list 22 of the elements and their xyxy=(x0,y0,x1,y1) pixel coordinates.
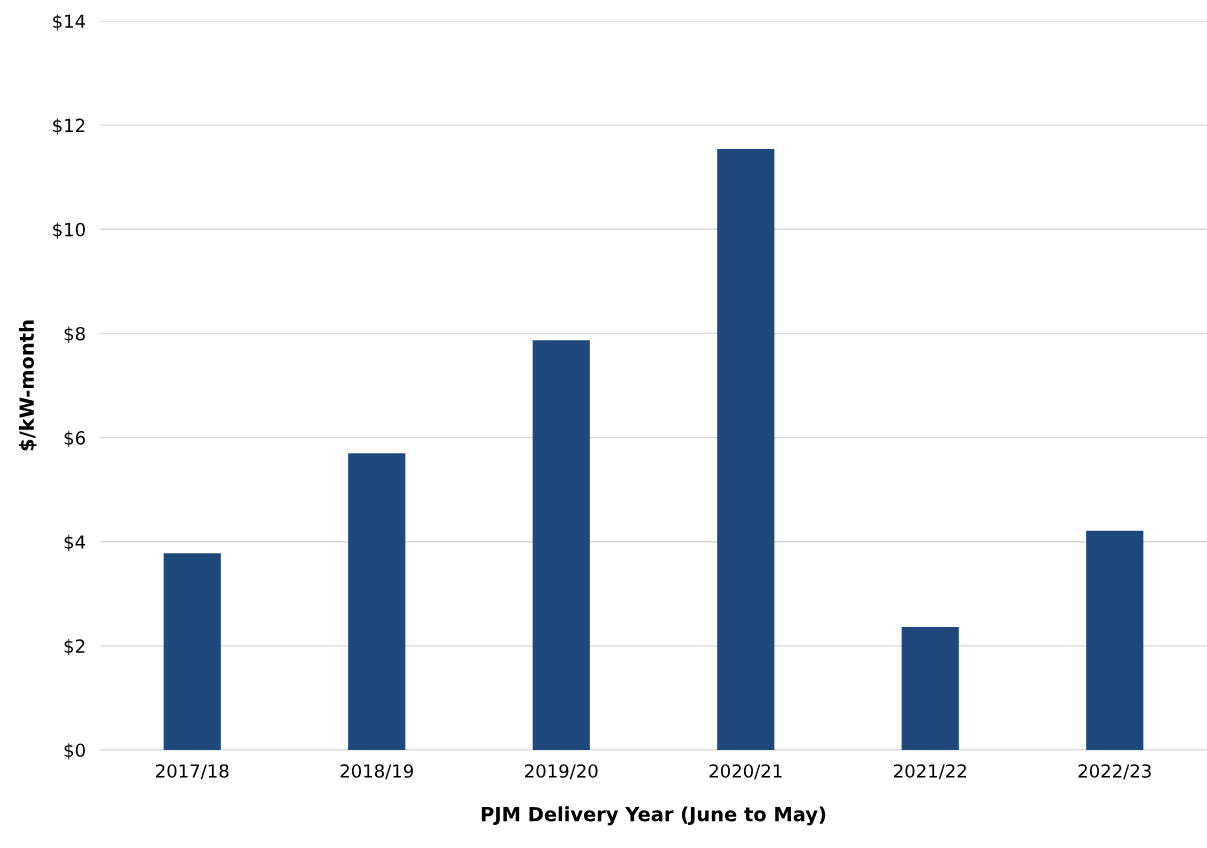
x-tick-label: 2022/23 xyxy=(1078,764,1151,780)
y-tick-label: $0 xyxy=(64,743,85,760)
bar xyxy=(1086,530,1144,750)
y-tick-label: $12 xyxy=(53,118,85,135)
x-tick-label: 2017/18 xyxy=(156,764,229,780)
x-tick-label: 2021/22 xyxy=(894,764,966,780)
x-tick-label: 2020/21 xyxy=(709,764,782,780)
x-tick-label: 2018/19 xyxy=(340,764,413,780)
y-tick-label: $6 xyxy=(64,430,85,448)
x-axis-title: PJM Delivery Year (June to May) xyxy=(481,806,826,826)
bar xyxy=(532,340,590,750)
x-tick-label: 2019/20 xyxy=(525,764,598,780)
bar xyxy=(717,149,775,750)
y-axis-title: $/kW-month xyxy=(18,320,37,451)
y-tick-label: $4 xyxy=(64,534,86,552)
bar xyxy=(901,627,959,750)
bar xyxy=(163,553,221,750)
y-tick-label: $8 xyxy=(64,326,85,343)
y-tick-label: $10 xyxy=(53,222,85,239)
y-tick-label: $14 xyxy=(53,14,86,31)
bar xyxy=(348,453,406,750)
y-tick-label: $2 xyxy=(64,639,85,656)
